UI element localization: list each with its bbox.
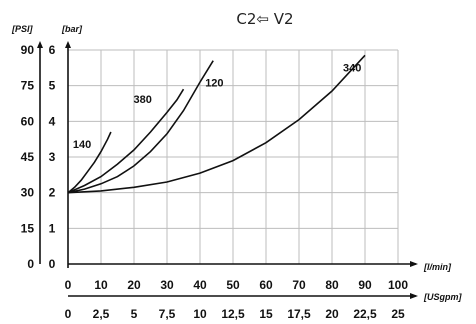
x-tick-label: 40 xyxy=(193,278,207,292)
curve-120 xyxy=(67,60,214,194)
curve-label-340: 340 xyxy=(343,62,361,74)
x-secondary-tick-label: 12,5 xyxy=(221,307,245,321)
y-axis-bar-arrow xyxy=(65,41,71,48)
x-tick-label: 10 xyxy=(94,278,108,292)
x-axis-secondary-arrow xyxy=(410,293,418,299)
y-bar-tick-label: 5 xyxy=(49,79,56,93)
y-psi-tick-label: 90 xyxy=(21,43,35,57)
curve-380 xyxy=(67,88,185,194)
y-bar-tick-label: 0 xyxy=(49,257,56,271)
x-secondary-tick-label: 5 xyxy=(131,307,138,321)
x-secondary-tick-label: 20 xyxy=(325,307,339,321)
x-tick-label: 50 xyxy=(226,278,240,292)
y-left-unit: [PSI] xyxy=(11,24,34,34)
x-secondary-tick-label: 25 xyxy=(391,307,405,321)
grid xyxy=(68,49,399,264)
y-psi-tick-label: 75 xyxy=(21,79,35,93)
x-axis-primary-arrow xyxy=(410,261,418,267)
x-secondary-tick-label: 15 xyxy=(259,307,273,321)
y-bar-tick-label: 3 xyxy=(49,150,56,164)
x-tick-label: 20 xyxy=(127,278,141,292)
y-axis-psi-arrow xyxy=(37,41,43,48)
x-secondary-tick-label: 10 xyxy=(193,307,207,321)
series: 140 380 120 340 xyxy=(67,54,366,194)
y-bar-tick-label: 4 xyxy=(49,114,56,128)
x-secondary-unit: [USgpm] xyxy=(423,292,462,302)
x-secondary-tick-label: 0 xyxy=(65,307,72,321)
x-tick-label: 90 xyxy=(358,278,372,292)
x-tick-label: 70 xyxy=(292,278,306,292)
y-bar-tick-label: 1 xyxy=(49,221,56,235)
curve-340 xyxy=(67,54,366,194)
curve-140 xyxy=(67,131,112,194)
y-psi-tick-label: 30 xyxy=(21,186,35,200)
x-secondary-tick-label: 17,5 xyxy=(287,307,311,321)
x-tick-label: 100 xyxy=(388,278,408,292)
curve-label-380: 380 xyxy=(134,94,152,106)
y-psi-tick-label: 0 xyxy=(27,257,34,271)
curve-label-140: 140 xyxy=(73,139,91,151)
y-bar-tick-label: 6 xyxy=(49,43,56,57)
x-secondary-tick-label: 7,5 xyxy=(159,307,176,321)
x-secondary-tick-label: 2,5 xyxy=(93,307,110,321)
x-secondary-tick-label: 22,5 xyxy=(353,307,377,321)
y-psi-tick-label: 45 xyxy=(21,150,35,164)
y-right-unit: [bar] xyxy=(61,24,83,34)
x-tick-label: 0 xyxy=(65,278,72,292)
x-tick-label: 80 xyxy=(325,278,339,292)
y-bar-tick-label: 2 xyxy=(49,186,56,200)
axes xyxy=(37,41,418,299)
x-tick-label: 60 xyxy=(259,278,273,292)
chart-title: C2⇦ V2 xyxy=(236,10,293,28)
curve-label-120: 120 xyxy=(205,78,223,90)
x-tick-label: 30 xyxy=(160,278,174,292)
y-psi-tick-label: 15 xyxy=(21,221,35,235)
x-primary-unit: [l/min] xyxy=(423,262,452,272)
y-psi-tick-label: 60 xyxy=(21,114,35,128)
